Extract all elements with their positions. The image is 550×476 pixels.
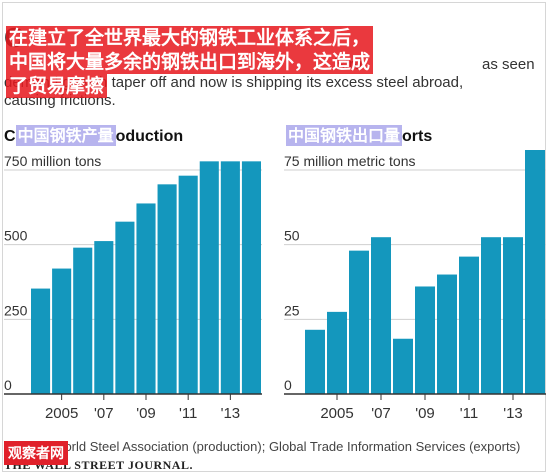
watermark-badge: 观察者网 (4, 441, 68, 465)
bar-2013 (220, 161, 240, 394)
y-tick-label-75: 75 million metric tons (284, 153, 416, 169)
bar-2006 (73, 247, 93, 394)
bar-2009 (136, 203, 156, 394)
bar-2010 (437, 274, 457, 394)
y-tick-label-0: 0 (284, 377, 292, 393)
y-tick-label-25: 25 (284, 302, 300, 318)
bar-2004 (305, 329, 325, 394)
overlay-caption-line-1: 在建立了全世界最大的钢铁工业体系之后， (6, 26, 374, 50)
bar-2009 (415, 286, 435, 394)
bar-2012 (199, 161, 219, 394)
x-tick-label-2011: '11 (179, 405, 197, 422)
y-tick-label-750: 750 million tons (4, 153, 101, 169)
y-tick-label-0: 0 (4, 377, 12, 393)
y-tick-label-250: 250 (4, 302, 28, 318)
bar-2006 (349, 250, 369, 394)
y-tick-label-500: 500 (4, 228, 28, 244)
exports-title-suffix: orts (402, 128, 433, 145)
exports-chart-title: 中国钢铁出口量 orts (286, 122, 432, 146)
source-note: Source: World Steel Association (product… (4, 439, 521, 454)
y-tick-label-50: 50 (284, 228, 300, 244)
bar-2014 (241, 161, 261, 394)
bar-2014 (525, 150, 545, 394)
x-tick-label-2005: 2005 (320, 405, 353, 422)
x-tick-label-2005: 2005 (45, 405, 78, 422)
bar-2007 (371, 237, 391, 394)
bar-2012 (481, 237, 501, 394)
overlay-caption-line-3: 了贸易摩擦 (6, 74, 108, 98)
x-tick-label-2013: '13 (221, 405, 241, 422)
x-tick-label-2011: '11 (460, 405, 478, 422)
x-tick-label-2009: '09 (415, 405, 435, 422)
bar-2013 (503, 237, 523, 394)
x-tick-label-2007: '07 (94, 405, 114, 422)
production-chart: 0 250 500 750 million tons 2005 '07 '09 '11 '13 (4, 153, 262, 422)
production-title-cn: 中国钢铁产量 (15, 125, 116, 146)
article-line2: demand growth taper off and now is shipp… (4, 74, 464, 91)
bar-2008 (393, 338, 413, 394)
bar-2010 (157, 184, 177, 394)
bar-2007 (94, 241, 114, 394)
article-line1-end: as seen (482, 56, 535, 73)
x-tick-label-2013: '13 (503, 405, 523, 422)
overlay-caption-line-2: 中国将大量多余的钢铁出口到海外，这造成 (6, 50, 374, 74)
bar-2005 (52, 268, 72, 394)
bar-2011 (459, 256, 479, 394)
bar-2004 (31, 288, 51, 394)
figure-frame (2, 2, 546, 472)
production-chart-title: C 中国钢铁产量 oduction (4, 122, 183, 146)
production-title-suffix: oduction (115, 128, 184, 145)
exports-chart: 0 25 50 75 million metric tons 2005 '07 '09 '11… (284, 150, 546, 422)
x-tick-label-2009: '09 (136, 405, 156, 422)
exports-title-cn: 中国钢铁出口量 (286, 125, 403, 146)
bar-2008 (115, 221, 135, 394)
bar-2005 (327, 311, 347, 394)
production-title-prefix: C (4, 128, 16, 145)
x-tick-label-2007: '07 (371, 405, 391, 422)
bar-2011 (178, 175, 198, 394)
